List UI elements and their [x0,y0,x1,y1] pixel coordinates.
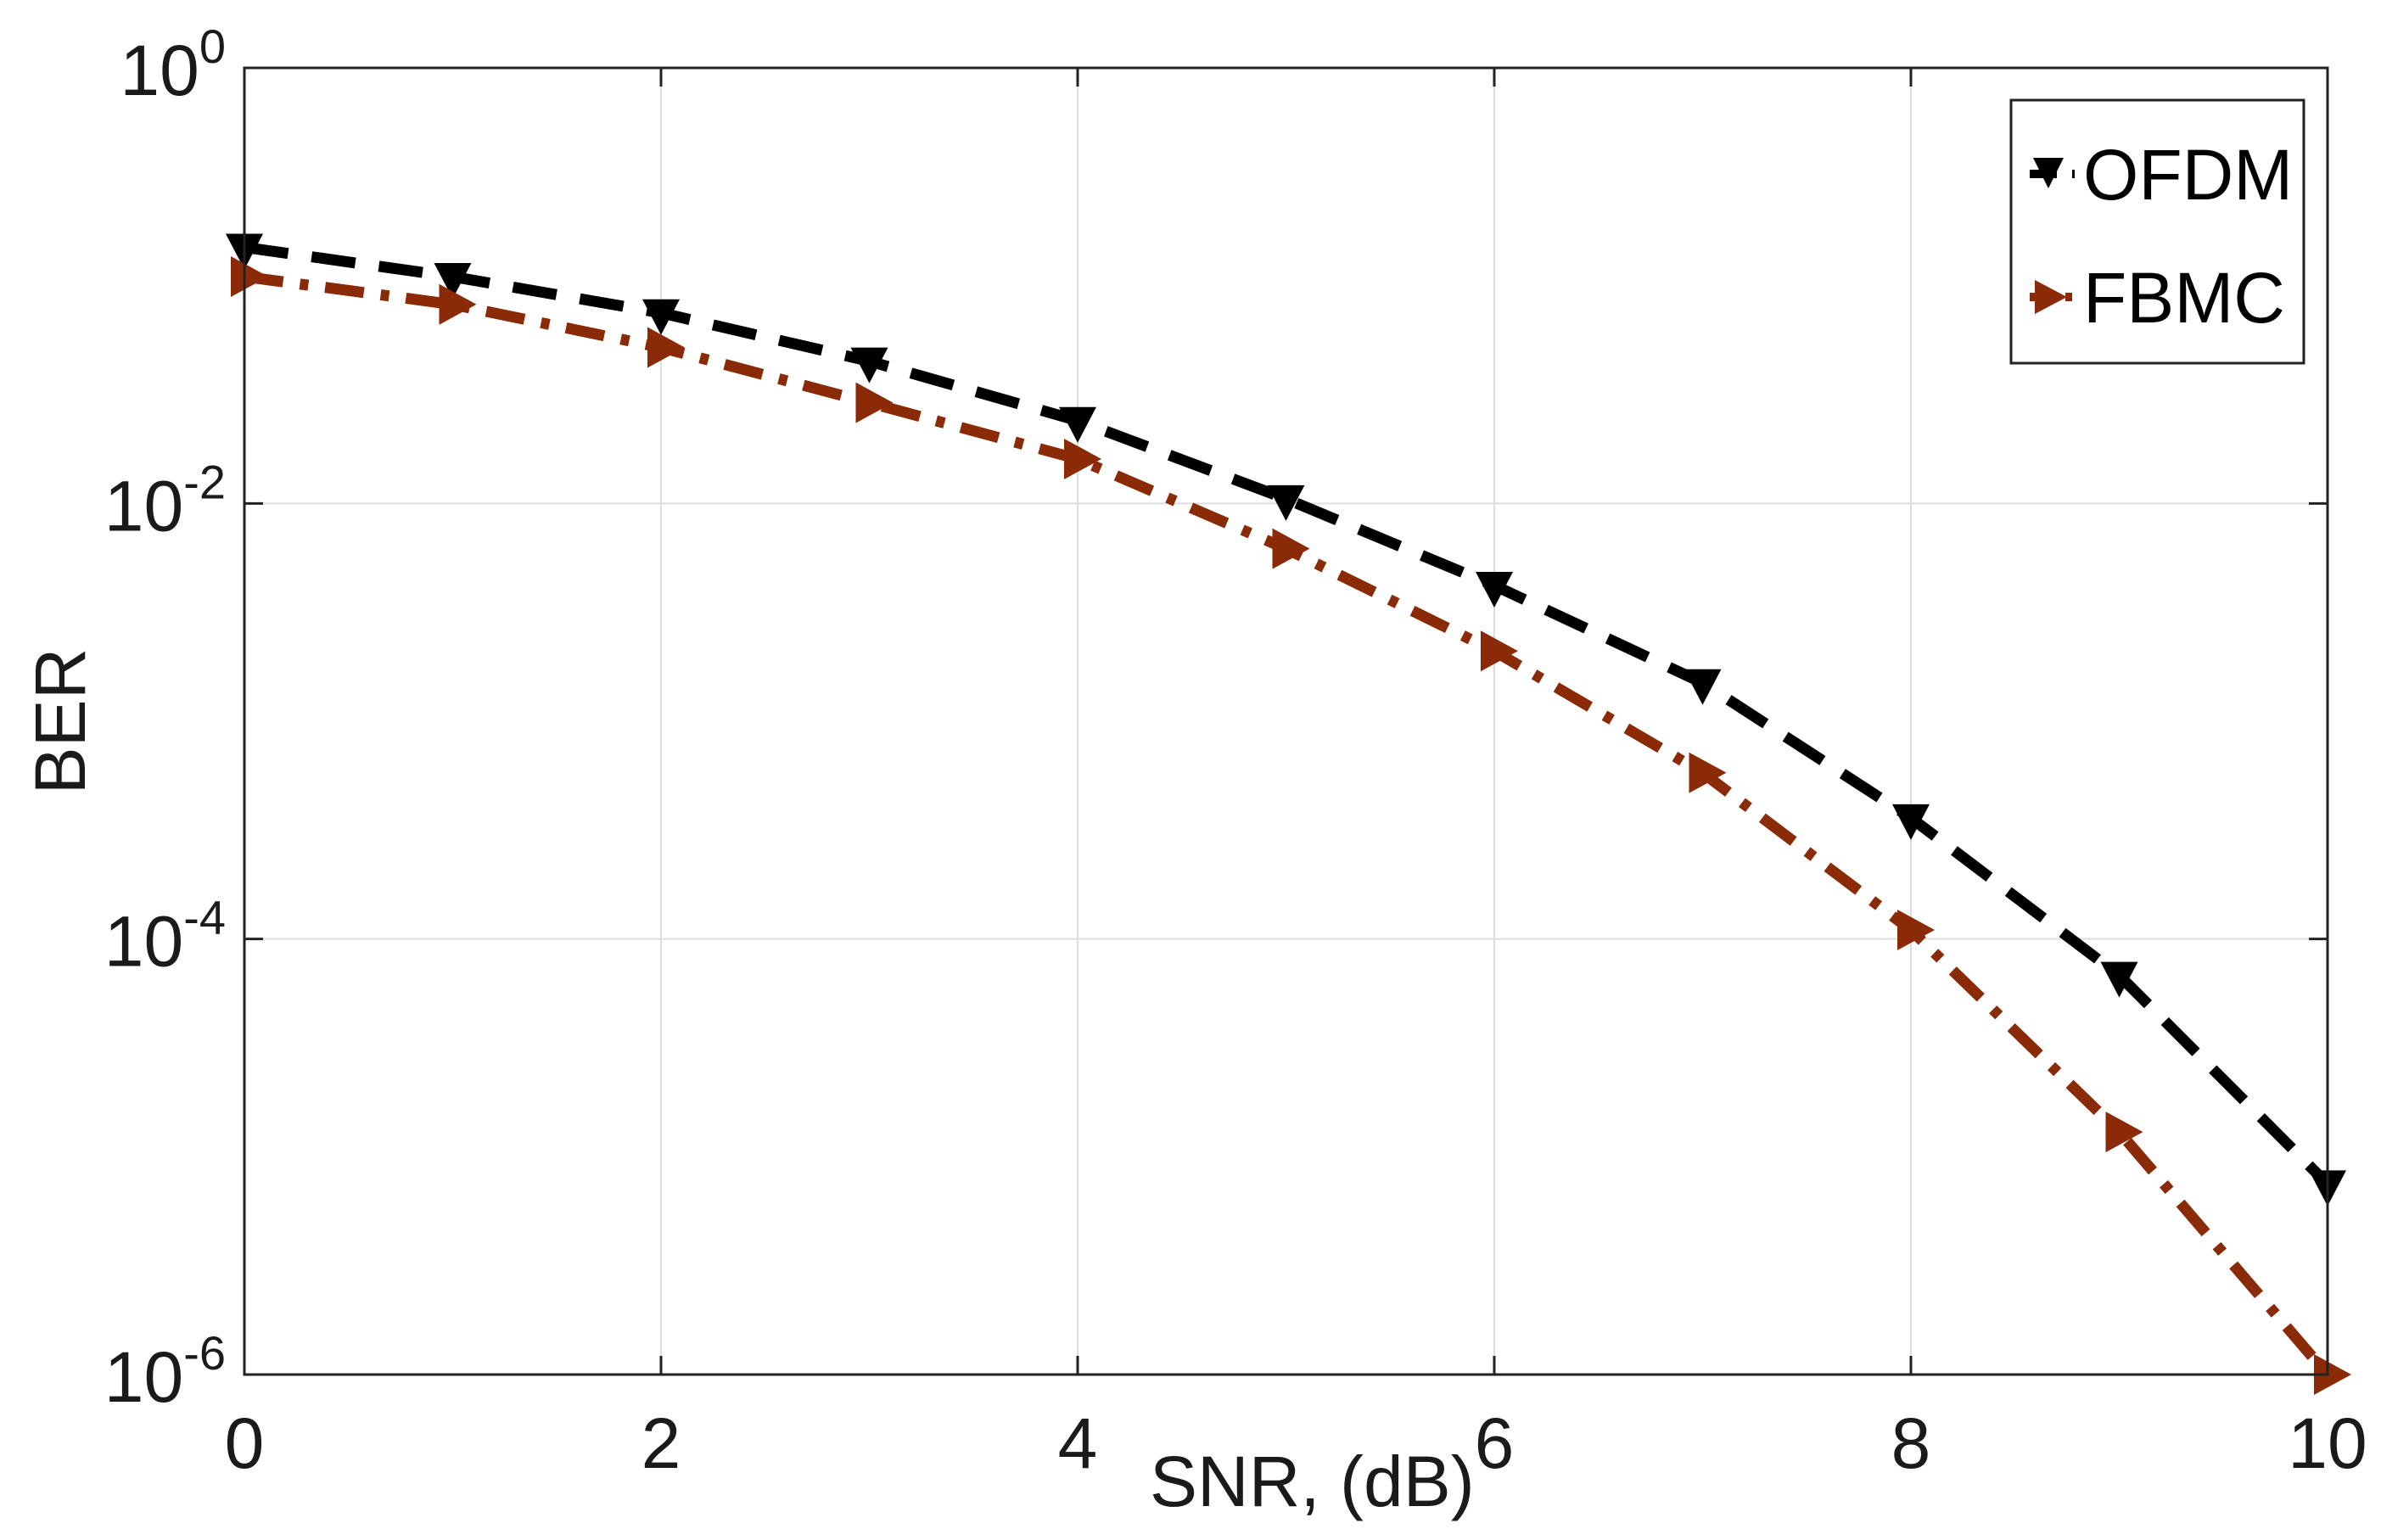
data-point-ofdm [642,299,680,335]
legend-marker-ofdm [2033,158,2064,188]
data-point-fbmc [855,382,894,423]
data-point-fbmc [231,256,268,298]
data-point-fbmc [1481,630,1518,672]
data-point-ofdm [2100,961,2138,998]
data-point-fbmc [439,283,477,325]
data-point-ofdm [1892,804,1930,840]
data-point-ofdm [434,263,472,300]
y-tick-base: 10 [104,902,183,982]
legend-label-ofdm: OFDM [2083,135,2293,215]
legend-marker-fbmc [2035,280,2067,314]
x-tick-label: 8 [1891,1403,1931,1483]
data-point-ofdm [1684,669,1722,705]
legend: OFDM FBMC [2009,98,2305,365]
y-tick-exponent: -4 [183,891,226,944]
plot-frame [243,66,2329,1376]
axis-ticks [243,66,2329,1376]
data-point-fbmc [1689,752,1727,793]
data-point-fbmc [647,327,685,368]
data-point-ofdm [850,347,888,384]
y-tick-label: 100 [120,20,226,110]
data-point-ofdm [1267,484,1305,521]
series-line-ofdm [244,242,2332,1188]
data-point-fbmc [2105,1112,2143,1153]
data-point-fbmc [1897,910,1935,951]
x-tick-label: 6 [1475,1403,1515,1483]
y-tick-label: 10-4 [104,891,226,982]
data-point-ofdm [1476,572,1513,608]
y-tick-base: 10 [104,1337,183,1417]
data-point-fbmc [1064,438,1101,479]
x-tick-label: 0 [225,1403,265,1483]
y-tick-exponent: -6 [183,1326,226,1380]
y-tick-exponent: 0 [199,20,226,73]
y-tick-label: 10-6 [104,1326,226,1417]
x-tick-label: 10 [2288,1403,2367,1483]
data-point-ofdm [1059,406,1096,443]
x-tick-labels: 0 2 4 6 8 10 [225,1403,2367,1483]
data-point-fbmc [1272,528,1310,569]
plot-area [244,68,2328,1375]
y-tick-exponent: -2 [183,455,226,508]
x-tick-label: 2 [641,1403,681,1483]
y-tick-label: 10-2 [104,455,226,546]
y-tick-base: 10 [120,31,199,110]
y-axis-title: BER [20,648,100,795]
series-layer [226,233,2351,1395]
legend-box [2009,98,2305,365]
x-tick-label: 4 [1058,1403,1098,1483]
legend-label-fbmc: FBMC [2083,258,2285,338]
data-point-fbmc [2314,1354,2351,1395]
x-axis-title: SNR, (dB) [1150,1442,1475,1521]
y-tick-base: 10 [104,466,183,546]
